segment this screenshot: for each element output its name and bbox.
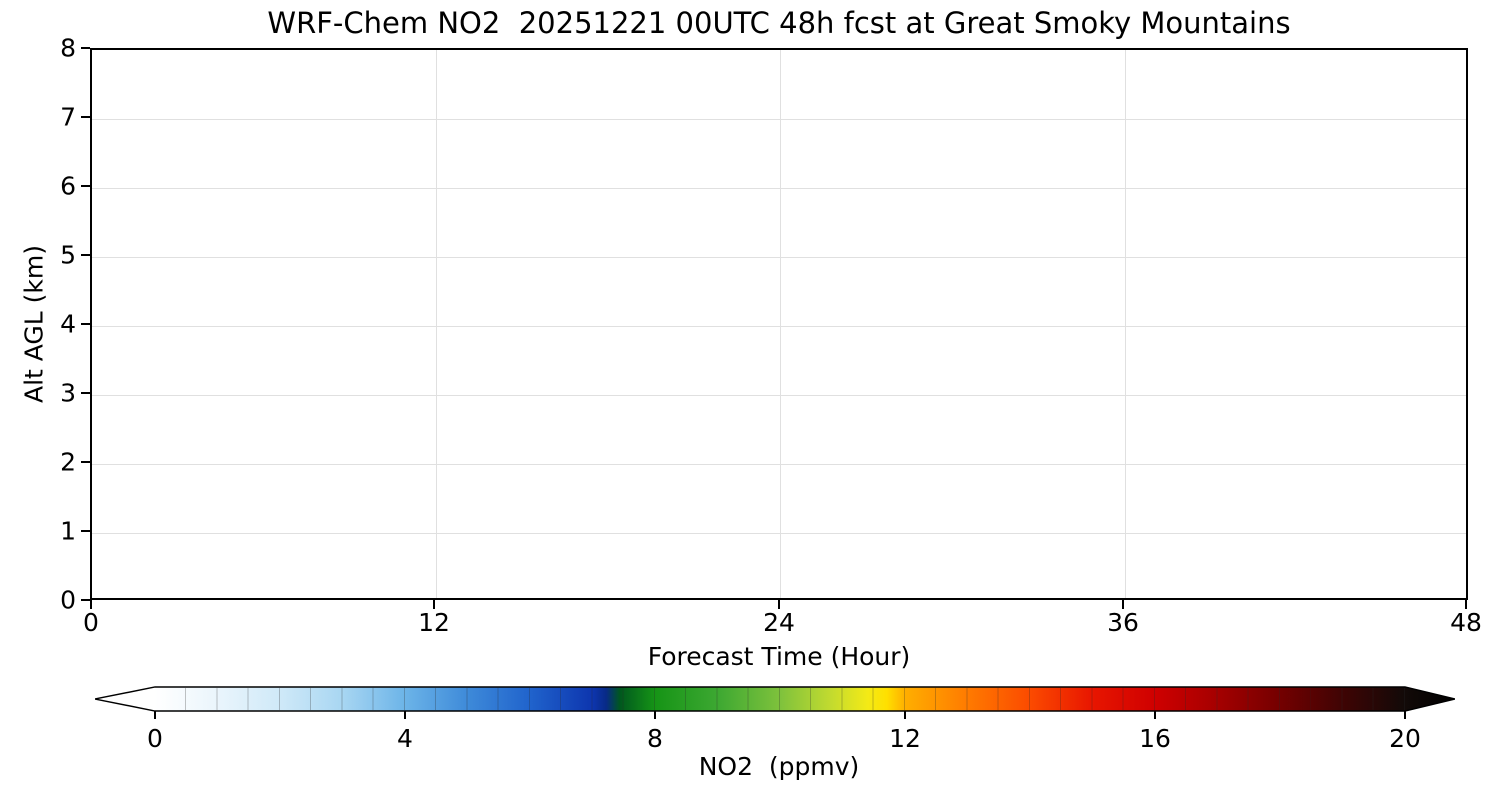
y-tick-label: 4 <box>60 309 76 339</box>
x-tick-mark <box>778 600 780 609</box>
y-tick-label: 2 <box>60 447 76 477</box>
y-tick-mark <box>81 116 90 118</box>
y-tick-mark <box>81 47 90 49</box>
gridline-horizontal <box>92 326 1466 327</box>
y-tick-mark <box>81 530 90 532</box>
x-tick-label: 36 <box>1107 608 1139 637</box>
x-tick-label: 24 <box>763 608 795 637</box>
gridline-horizontal <box>92 395 1466 396</box>
x-tick-mark <box>1465 600 1467 609</box>
gridline-horizontal <box>92 188 1466 189</box>
chart-title: WRF-Chem NO2 20251221 00UTC 48h fcst at … <box>267 6 1291 40</box>
x-tick-label: 12 <box>418 608 450 637</box>
colorbar-tick-label: 4 <box>397 724 413 753</box>
gridline-horizontal <box>92 119 1466 120</box>
y-tick-label: 7 <box>60 102 76 132</box>
y-tick-mark <box>81 185 90 187</box>
colorbar-tick-label: 20 <box>1389 724 1421 753</box>
gridline-vertical <box>1125 50 1126 598</box>
y-tick-label: 3 <box>60 378 76 408</box>
colorbar-tick-label: 12 <box>889 724 921 753</box>
gridline-horizontal <box>92 464 1466 465</box>
colorbar-tick-label: 8 <box>647 724 663 753</box>
x-tick-label: 48 <box>1450 608 1482 637</box>
colorbar-tick-label: 16 <box>1139 724 1171 753</box>
x-axis-label: Forecast Time (Hour) <box>647 642 911 671</box>
gridline-horizontal <box>92 533 1466 534</box>
y-tick-mark <box>81 323 90 325</box>
y-tick-label: 6 <box>60 171 76 201</box>
y-tick-mark <box>81 254 90 256</box>
y-tick-mark <box>81 392 90 394</box>
colorbar: 0 4 8 12 16 20 <box>95 686 1455 762</box>
x-tick-label: 0 <box>83 608 99 637</box>
y-tick-label: 5 <box>60 240 76 270</box>
gridline-horizontal <box>92 257 1466 258</box>
colorbar-tick-label: 0 <box>147 724 163 753</box>
colorbar-bar <box>95 686 1455 712</box>
x-tick-mark <box>1122 600 1124 609</box>
colorbar-label: NO2 (ppmv) <box>698 752 860 781</box>
gridline-vertical <box>780 50 781 598</box>
y-tick-mark <box>81 461 90 463</box>
x-tick-mark <box>90 600 92 609</box>
colorbar-gradient <box>95 686 1455 719</box>
x-tick-mark <box>433 600 435 609</box>
y-tick-label: 0 <box>60 585 76 615</box>
plot-area <box>90 48 1468 600</box>
gridline-vertical <box>436 50 437 598</box>
y-tick-label: 1 <box>60 516 76 546</box>
y-tick-mark <box>81 599 90 601</box>
y-tick-label: 8 <box>60 33 76 63</box>
